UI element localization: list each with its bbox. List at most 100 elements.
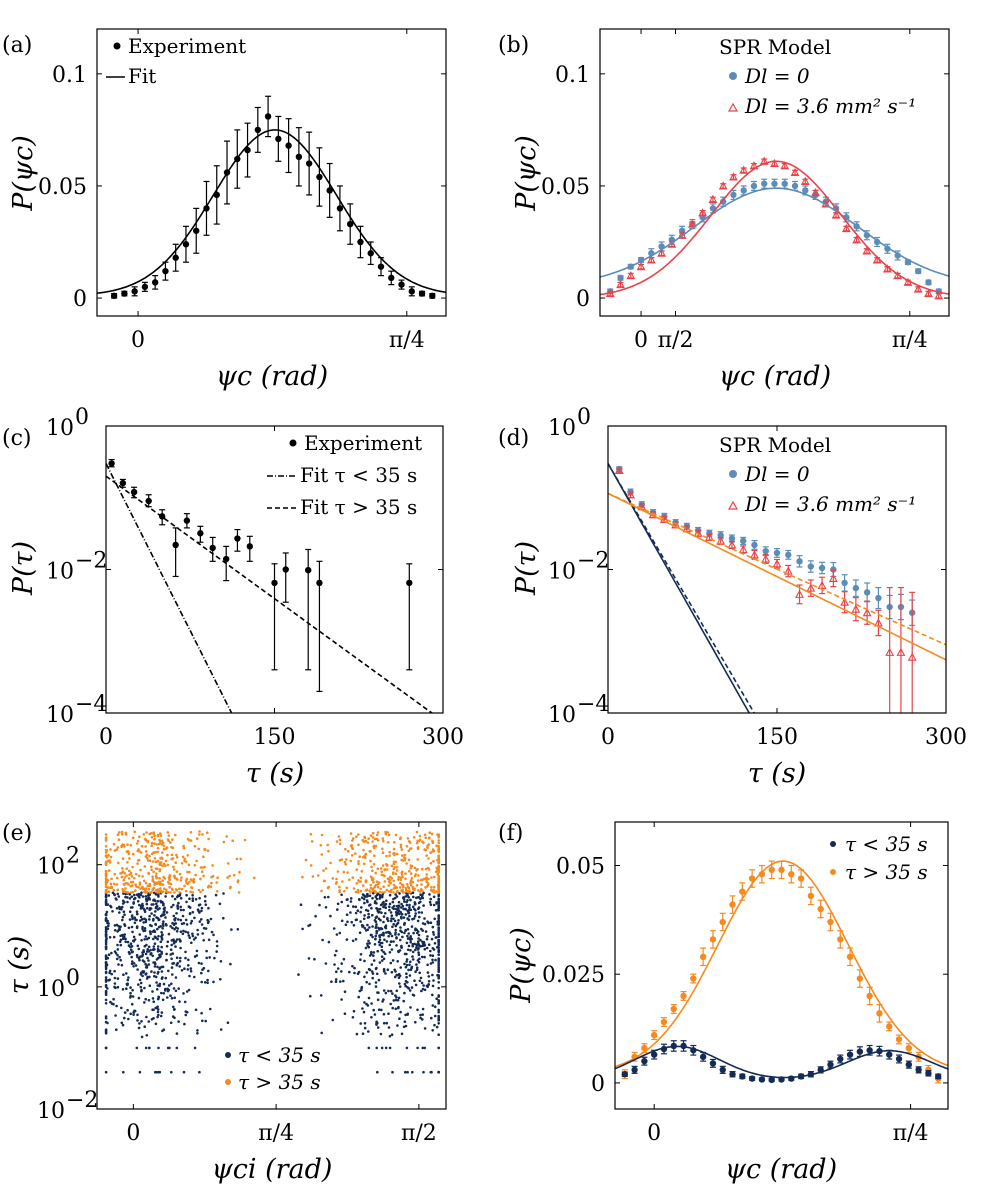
scatter-dot — [186, 968, 190, 971]
scatter-dot — [189, 831, 193, 834]
scatter-dot — [146, 894, 150, 897]
data-point — [934, 291, 944, 300]
scatter-dot — [140, 844, 144, 848]
scatter-dot — [371, 976, 375, 980]
scatter-dot — [387, 884, 391, 887]
scatter-dot — [359, 910, 362, 914]
scatter-dot — [131, 890, 135, 894]
scatter-dot — [140, 891, 143, 894]
scatter-dot — [371, 869, 374, 872]
scatter-dot — [201, 1019, 204, 1023]
scatter-dot — [407, 932, 411, 935]
panel-d-marks — [608, 463, 946, 713]
panel-f-legend: τ < 35 s τ > 35 s — [830, 832, 928, 884]
scatter-dot — [131, 930, 134, 934]
scatter-dot — [374, 871, 378, 875]
data-point — [807, 892, 815, 900]
data-point — [729, 172, 738, 181]
scatter-dot — [116, 892, 120, 896]
scatter-dot — [111, 910, 114, 913]
scatter-dot — [198, 830, 201, 833]
scatter-dot — [437, 908, 441, 912]
scatter-dot — [177, 901, 180, 905]
scatter-dot — [329, 861, 332, 865]
scatter-dot — [182, 1070, 186, 1074]
scatter-dot — [417, 940, 420, 943]
data-point — [748, 875, 756, 882]
scatter-dot — [390, 948, 394, 951]
scatter-dot — [437, 926, 441, 930]
scatter-dot — [355, 835, 358, 838]
data-point — [837, 936, 844, 943]
scatter-dot — [352, 1009, 356, 1013]
scatter-dot — [141, 970, 144, 973]
scatter-dot — [437, 1046, 441, 1050]
scatter-dot — [418, 971, 422, 975]
scatter-dot — [384, 972, 387, 975]
scatter-dot — [175, 938, 179, 941]
data-point — [429, 292, 436, 300]
scatter-dot — [113, 872, 116, 876]
scatter-dot — [109, 1000, 112, 1004]
scatter-dot — [381, 864, 385, 867]
scatter-dot — [141, 974, 144, 978]
scatter-dot — [167, 880, 170, 884]
scatter-dot — [156, 988, 159, 991]
scatter-dot — [385, 888, 389, 892]
data-point — [925, 1070, 932, 1077]
scatter-dot — [433, 917, 437, 921]
scatter-dot — [206, 831, 209, 834]
scatter-dot — [379, 1032, 383, 1036]
data-point — [862, 608, 872, 617]
scatter-dot — [166, 831, 170, 834]
scatter-dot — [175, 870, 179, 873]
scatter-dot — [115, 1004, 118, 1008]
scatter-dot — [154, 889, 158, 892]
y-tick-label: 10 — [548, 560, 576, 585]
scatter-dot — [370, 1002, 373, 1005]
scatter-dot — [393, 968, 397, 972]
scatter-dot — [326, 886, 330, 890]
scatter-dot — [112, 997, 115, 1001]
scatter-dot — [153, 837, 156, 841]
scatter-dot — [419, 938, 422, 942]
scatter-dot — [136, 859, 140, 862]
scatter-dot — [320, 853, 324, 856]
scatter-dot — [146, 948, 149, 951]
scatter-dot — [416, 868, 419, 871]
scatter-dot — [389, 961, 393, 965]
scatter-dot — [318, 903, 321, 907]
scatter-dot — [437, 881, 441, 884]
legend-e-item-1: τ > 35 s — [238, 1070, 321, 1094]
scatter-dot — [133, 921, 137, 925]
data-point — [800, 176, 810, 186]
scatter-dot — [170, 957, 173, 961]
scatter-dot — [184, 1013, 188, 1017]
data-point — [758, 1076, 766, 1083]
scatter-dot — [142, 879, 146, 883]
scatter-dot — [171, 962, 174, 965]
scatter-dot — [378, 943, 382, 947]
data-point — [796, 558, 803, 565]
data-point — [913, 284, 923, 293]
scatter-dot — [187, 988, 191, 992]
scatter-dot — [147, 959, 150, 962]
scatter-dot — [376, 831, 380, 834]
data-point — [739, 165, 749, 174]
scatter-dot — [156, 850, 160, 854]
scatter-dot — [139, 981, 143, 985]
scatter-dot — [127, 976, 130, 979]
scatter-dot — [427, 877, 430, 881]
scatter-dot — [387, 989, 390, 993]
data-point — [770, 158, 779, 168]
scatter-dot — [151, 930, 155, 933]
y-tick-label: 0.05 — [556, 854, 605, 879]
scatter-dot — [156, 891, 159, 894]
scatter-dot — [380, 941, 384, 945]
scatter-dot — [185, 877, 189, 881]
scatter-dot — [202, 855, 205, 858]
data-point — [739, 1073, 746, 1080]
data-point — [119, 479, 127, 487]
scatter-dot — [114, 897, 118, 900]
scatter-dot — [238, 870, 241, 874]
